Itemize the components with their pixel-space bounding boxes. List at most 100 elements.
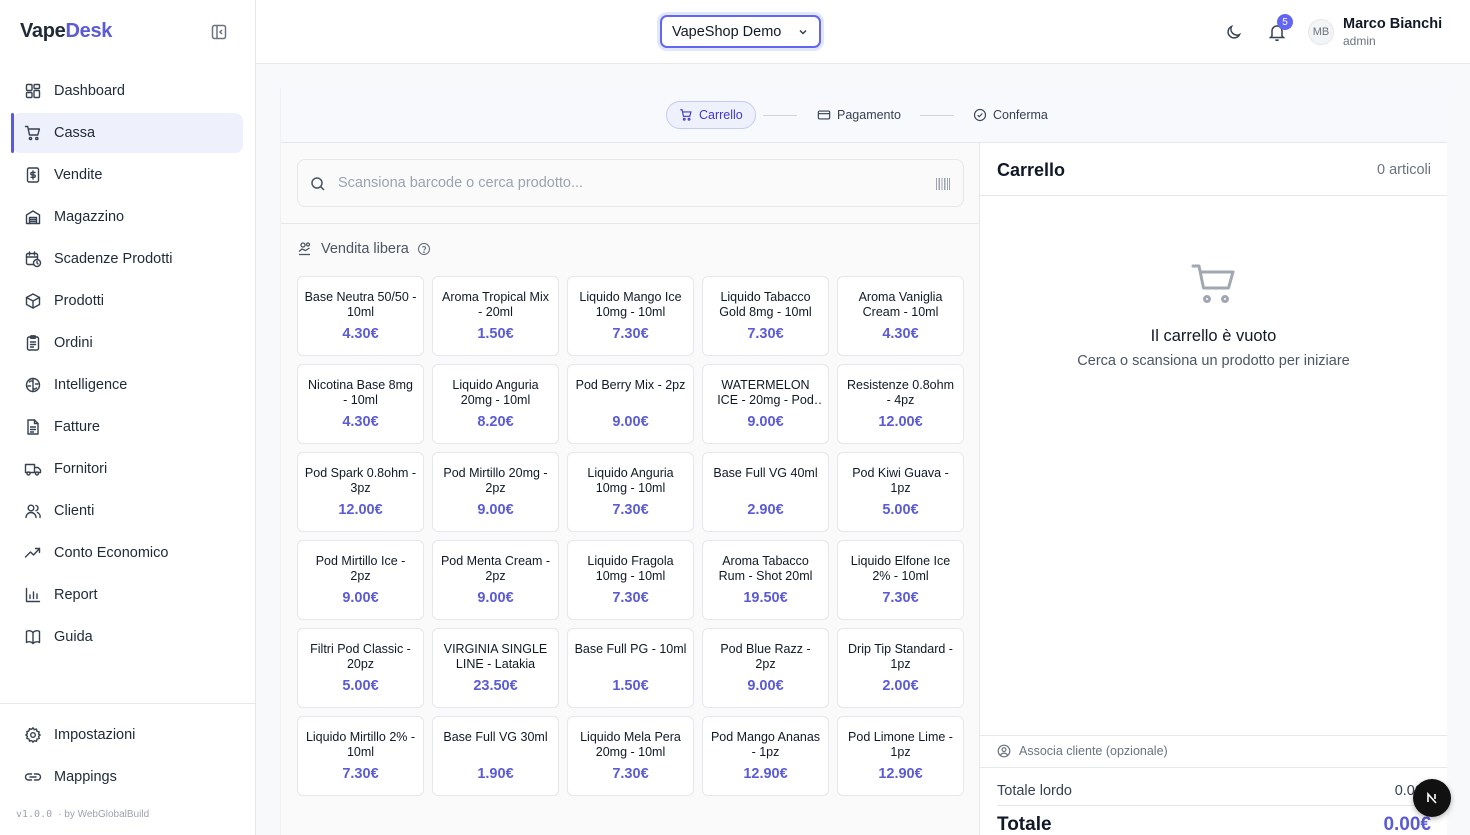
step-confirm[interactable]: Conferma [973,101,1048,129]
product-card[interactable]: Pod Mirtillo 20mg - 2pz 9.00€ [432,452,559,532]
box-icon [25,293,41,309]
sidebar-item-intelligence[interactable]: Intelligence [12,365,243,405]
sidebar-item-ordini[interactable]: Ordini [12,323,243,363]
cart-item-count: 0 articoli [1377,162,1431,178]
product-card[interactable]: Pod Mirtillo Ice - 2pz 9.00€ [297,540,424,620]
sidebar-item-mappings[interactable]: Mappings [12,757,243,797]
product-card[interactable]: Aroma Vaniglia Cream - 10ml 4.30€ [837,276,964,356]
total-value: 0.00€ [1383,814,1431,835]
app-logo[interactable]: VapeDesk [20,20,113,42]
pos-panel: Carrello Pagamento Conferma Vendita libe… [280,88,1447,835]
sidebar-item-prodotti[interactable]: Prodotti [12,281,243,321]
product-card[interactable]: Pod Blue Razz - 2pz 9.00€ [702,628,829,708]
sidebar-item-label: Cassa [54,125,96,141]
shop-selector[interactable]: VapeShop Demo [660,15,821,48]
product-card[interactable]: Liquido Elfone Ice 2% - 10ml 7.30€ [837,540,964,620]
total-label: Totale [997,814,1052,835]
notifications-count-badge: 5 [1277,14,1293,30]
gear-icon [25,727,41,743]
step-connector [920,115,954,116]
product-card[interactable]: Nicotina Base 8mg - 10ml 4.30€ [297,364,424,444]
product-card[interactable]: Filtri Pod Classic - 20pz 5.00€ [297,628,424,708]
sidebar-item-label: Conto Economico [54,545,169,561]
sidebar-item-guida[interactable]: Guida [12,617,243,657]
sidebar-item-conto-economico[interactable]: Conto Economico [12,533,243,573]
search-input[interactable] [338,160,918,206]
product-card[interactable]: Liquido Anguria 20mg - 10ml 8.20€ [432,364,559,444]
product-price: 12.00€ [878,414,923,430]
user-avatar[interactable]: MB [1308,19,1334,45]
product-price: 19.50€ [743,590,788,606]
barcode-icon[interactable] [935,177,951,191]
product-card[interactable]: Pod Spark 0.8ohm - 3pz 12.00€ [297,452,424,532]
product-name: Base Neutra 50/50 - 10ml [304,290,417,319]
product-name: Liquido Mirtillo 2% - 10ml [305,730,416,759]
product-name: Pod Mirtillo Ice - 2pz [315,554,406,583]
product-card[interactable]: Pod Menta Cream - 2pz 9.00€ [432,540,559,620]
help-circle-icon[interactable] [417,242,431,256]
product-name: Pod Kiwi Guava - 1pz [852,466,949,495]
sidebar-collapse-icon[interactable] [210,23,228,41]
sidebar-item-dashboard[interactable]: Dashboard [12,71,243,111]
sidebar-item-vendite[interactable]: Vendite [12,155,243,195]
product-card[interactable]: Base Full VG 40ml 2.90€ [702,452,829,532]
dark-mode-moon-icon[interactable] [1224,22,1244,42]
product-card[interactable]: Liquido Mela Pera 20mg - 10ml 7.30€ [567,716,694,796]
step-payment[interactable]: Pagamento [817,101,901,129]
sidebar-item-magazzino[interactable]: Magazzino [12,197,243,237]
sidebar-item-impostazioni[interactable]: Impostazioni [12,715,243,755]
product-card[interactable]: Liquido Mirtillo 2% - 10ml 7.30€ [297,716,424,796]
product-card[interactable]: Pod Mango Ananas - 1pz 12.90€ [702,716,829,796]
product-card[interactable]: VIRGINIA SINGLE LINE - Latakia 23.50€ [432,628,559,708]
associate-customer-button[interactable]: Associa cliente (opzionale) [997,744,1168,758]
product-card[interactable]: Pod Berry Mix - 2pz 9.00€ [567,364,694,444]
user-name[interactable]: Marco Bianchi [1343,16,1443,32]
sidebar-item-fatture[interactable]: Fatture [12,407,243,447]
free-sale-button[interactable]: Vendita libera [297,241,431,257]
sidebar-item-report[interactable]: Report [12,575,243,615]
product-card[interactable]: WATERMELON ICE - 20mg - Pod 2pz 9.00€ [702,364,829,444]
product-card[interactable]: Aroma Tropical Mix - 20ml 1.50€ [432,276,559,356]
sidebar-item-label: Dashboard [54,83,125,99]
empty-cart-subtitle: Cerca o scansiona un prodotto per inizia… [1077,353,1350,369]
product-name: Nicotina Base 8mg - 10ml [308,378,413,407]
cart-icon [680,109,692,121]
product-card[interactable]: Base Neutra 50/50 - 10ml 4.30€ [297,276,424,356]
product-name: Base Full VG 40ml [713,466,818,480]
product-price: 8.20€ [477,414,514,430]
product-name: Liquido Tabacco Gold 8mg - 10ml [719,290,812,319]
sidebar-item-fornitori[interactable]: Fornitori [12,449,243,489]
dashboard-icon [25,83,41,99]
link-icon [24,773,42,781]
sidebar-bottom-nav: Impostazioni Mappings [12,715,243,799]
user-circle-icon [997,744,1011,758]
step-cart[interactable]: Carrello [666,101,756,129]
nextjs-dev-badge-icon[interactable] [1413,779,1451,817]
product-card[interactable]: Pod Kiwi Guava - 1pz 5.00€ [837,452,964,532]
product-price: 9.00€ [477,590,514,606]
file-icon [27,419,39,435]
product-card[interactable]: Resistenze 0.8ohm - 4pz 12.00€ [837,364,964,444]
sidebar-item-label: Scadenze Prodotti [54,251,173,267]
product-card[interactable]: Liquido Tabacco Gold 8mg - 10ml 7.30€ [702,276,829,356]
check-circle-icon [973,108,987,122]
sidebar-item-scadenze-prodotti[interactable]: Scadenze Prodotti [12,239,243,279]
product-price: 9.00€ [747,678,784,694]
chevron-down-icon [799,29,807,35]
product-card[interactable]: Base Full PG - 10ml 1.50€ [567,628,694,708]
product-price: 9.00€ [477,502,514,518]
sidebar-item-clienti[interactable]: Clienti [12,491,243,531]
product-card[interactable]: Liquido Fragola 10mg - 10ml 7.30€ [567,540,694,620]
step-connector [763,115,797,116]
product-card[interactable]: Liquido Mango Ice 10mg - 10ml 7.30€ [567,276,694,356]
sidebar-item-label: Mappings [54,769,117,785]
product-card[interactable]: Aroma Tabacco Rum - Shot 20ml 19.50€ [702,540,829,620]
sidebar-nav: Dashboard Cassa Vendite Magazzino Scadenze P… [11,71,243,659]
product-card[interactable]: Base Full VG 30ml 1.90€ [432,716,559,796]
product-price: 7.30€ [747,326,784,342]
product-card[interactable]: Pod Limone Lime - 1pz 12.90€ [837,716,964,796]
product-card[interactable]: Liquido Anguria 10mg - 10ml 7.30€ [567,452,694,532]
product-name: VIRGINIA SINGLE LINE - Latakia [443,642,548,671]
product-card[interactable]: Drip Tip Standard - 1pz 2.00€ [837,628,964,708]
sidebar-item-cassa[interactable]: Cassa [11,113,243,153]
